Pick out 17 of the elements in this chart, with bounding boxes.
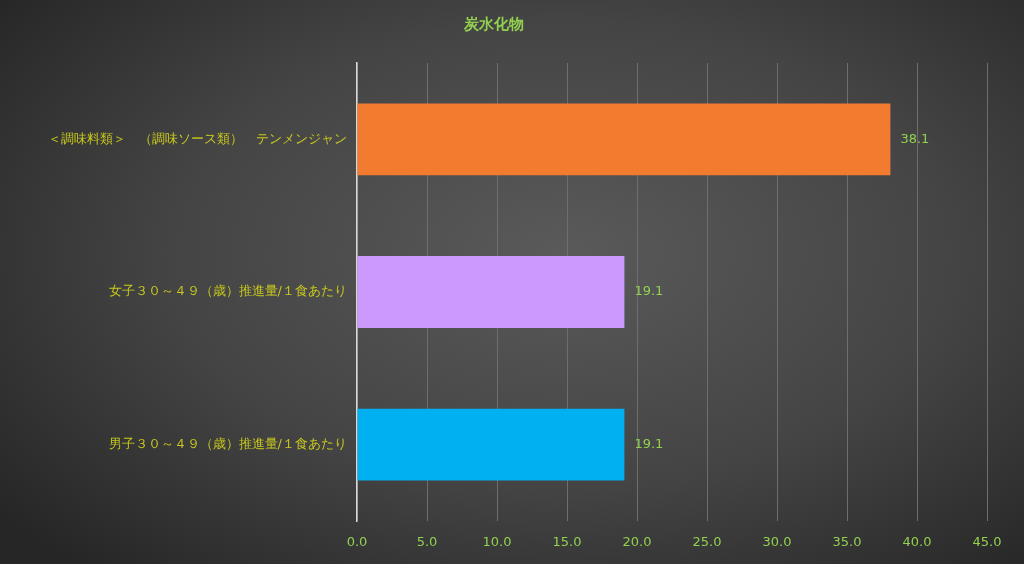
x-tick-label: 10.0	[482, 534, 512, 550]
x-tick-label: 15.0	[552, 534, 582, 550]
y-tick-label: ＜調味料類＞ （調味ソース類） テンメンジャン	[48, 130, 347, 146]
chart-title: 炭水化物	[462, 14, 524, 33]
x-tick-label: 40.0	[902, 534, 932, 550]
data-label: 38.1	[900, 130, 930, 146]
x-tick-label: 35.0	[832, 534, 862, 550]
y-tick-label: 女子３０～４９（歳）推進量/１食あたり	[108, 283, 347, 299]
data-label: 19.1	[634, 283, 664, 299]
data-label: 19.1	[634, 436, 664, 452]
x-tick-label: 20.0	[622, 534, 652, 550]
x-tick-label: 45.0	[972, 534, 1002, 550]
x-tick-label: 5.0	[416, 534, 438, 550]
x-tick-label: 30.0	[762, 534, 792, 550]
x-tick-label: 25.0	[692, 534, 722, 550]
y-tick-label: 男子３０～４９（歳）推進量/１食あたり	[108, 436, 347, 452]
x-tick-label: 0.0	[346, 534, 368, 550]
